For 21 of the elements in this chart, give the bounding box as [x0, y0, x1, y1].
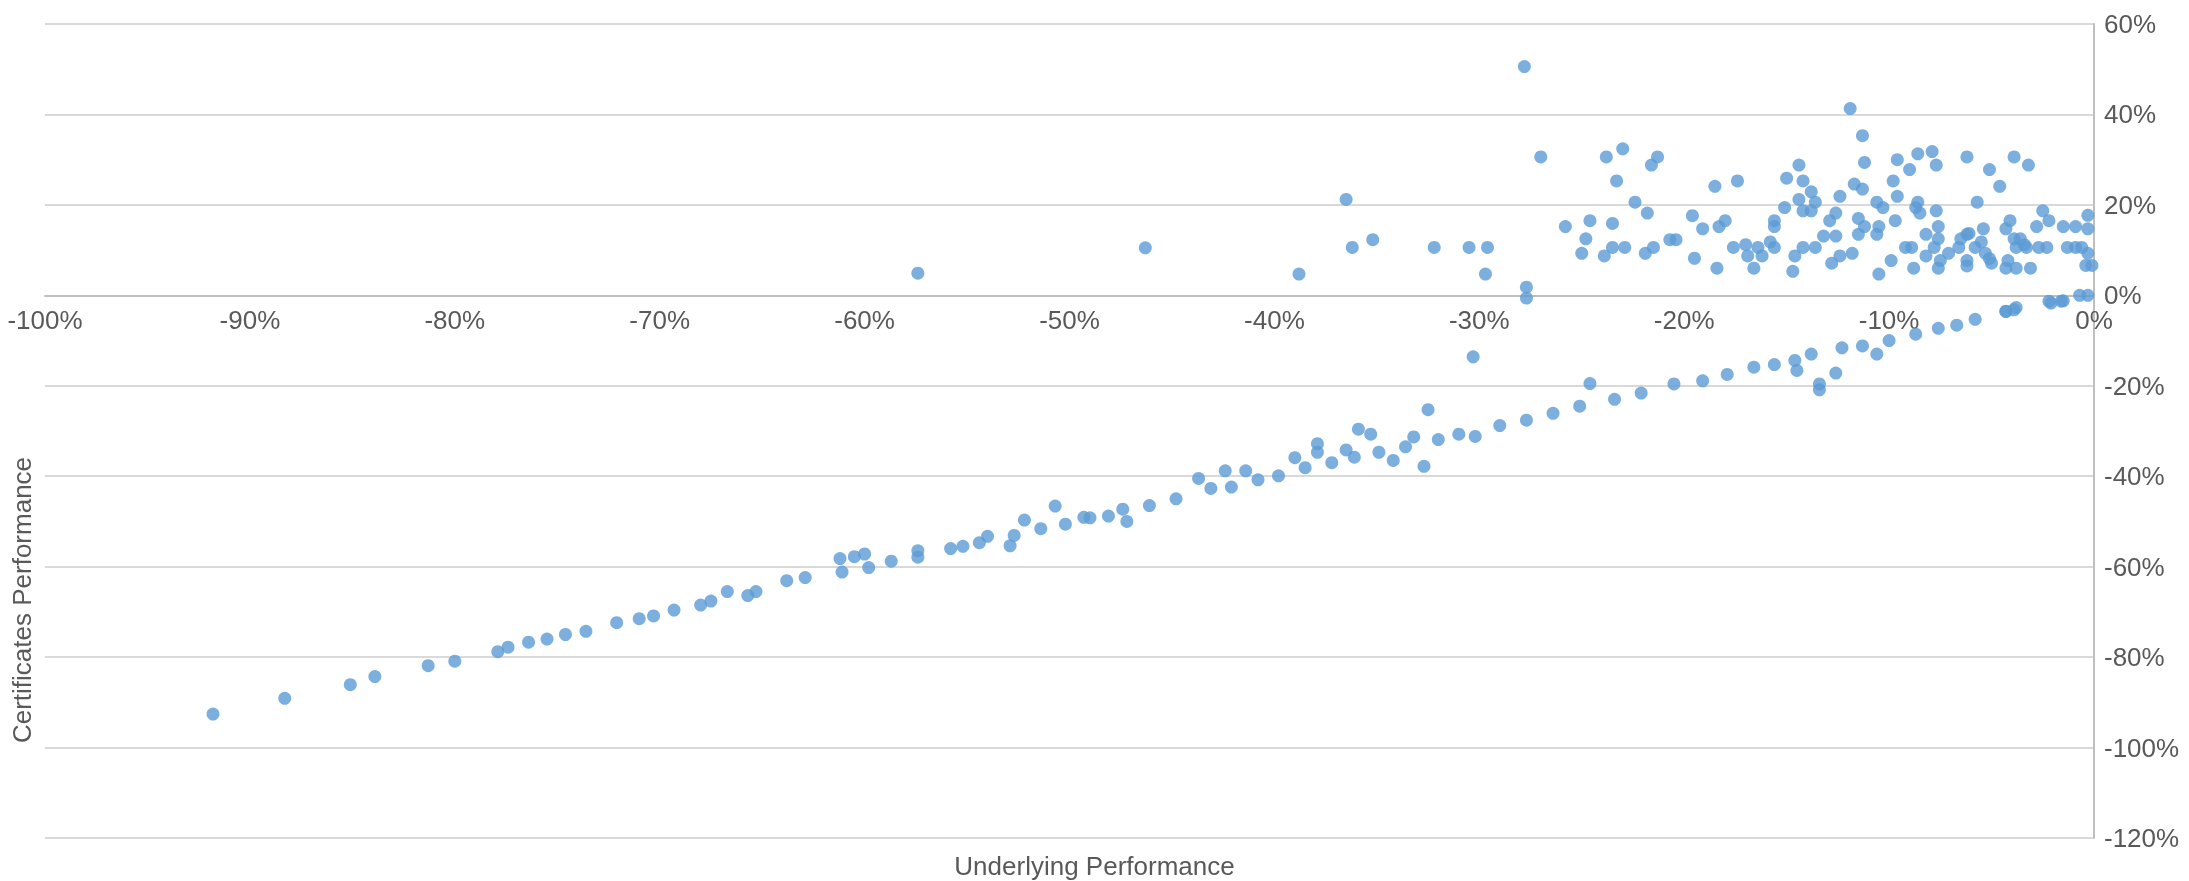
y-tick-label: -20%: [2104, 370, 2165, 401]
x-axis-title: Underlying Performance: [954, 851, 1235, 881]
x-tick-label: -30%: [1448, 305, 1510, 336]
x-tick-label: -90%: [219, 305, 281, 336]
y-tick-label: -80%: [2104, 642, 2165, 673]
x-tick-label: -80%: [424, 305, 486, 336]
y-tick-label: 20%: [2104, 189, 2157, 220]
x-tick-label: -50%: [1039, 305, 1100, 336]
x-tick-label: -60%: [834, 305, 895, 336]
x-tick-label: -100%: [7, 305, 83, 336]
x-tick-label: -70%: [629, 305, 691, 336]
y-tick-label: 40%: [2104, 99, 2157, 130]
x-tick-label: -10%: [1858, 305, 1920, 336]
x-tick-label: -40%: [1244, 305, 1305, 336]
y-axis-title: Certificates Performance: [7, 456, 37, 744]
y-tick-label: -60%: [2104, 551, 2165, 582]
y-tick-label: 60%: [2104, 9, 2157, 39]
y-tick-label: -120%: [2104, 823, 2180, 853]
x-tick-label: -20%: [1653, 305, 1715, 336]
y-tick-label: -40%: [2104, 461, 2165, 492]
y-tick-label: -100%: [2104, 732, 2180, 763]
